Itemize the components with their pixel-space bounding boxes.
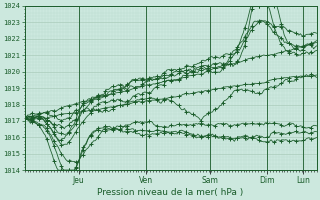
X-axis label: Pression niveau de la mer( hPa ): Pression niveau de la mer( hPa ) (98, 188, 244, 197)
